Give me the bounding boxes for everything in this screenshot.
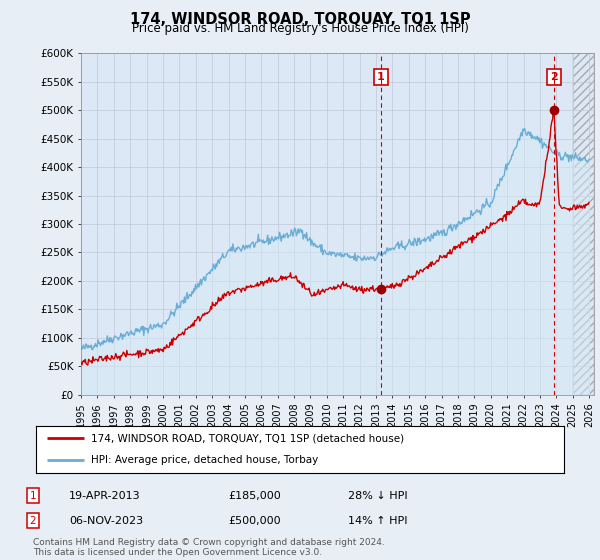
Text: 1: 1 <box>377 72 385 82</box>
Text: 1: 1 <box>29 491 37 501</box>
Text: 14% ↑ HPI: 14% ↑ HPI <box>348 516 407 526</box>
Text: 2: 2 <box>550 72 558 82</box>
Text: 174, WINDSOR ROAD, TORQUAY, TQ1 1SP (detached house): 174, WINDSOR ROAD, TORQUAY, TQ1 1SP (det… <box>91 433 404 444</box>
Text: 19-APR-2013: 19-APR-2013 <box>69 491 140 501</box>
Text: £185,000: £185,000 <box>228 491 281 501</box>
Text: HPI: Average price, detached house, Torbay: HPI: Average price, detached house, Torb… <box>91 455 319 465</box>
Text: 06-NOV-2023: 06-NOV-2023 <box>69 516 143 526</box>
Text: Price paid vs. HM Land Registry's House Price Index (HPI): Price paid vs. HM Land Registry's House … <box>131 22 469 35</box>
Text: 174, WINDSOR ROAD, TORQUAY, TQ1 1SP: 174, WINDSOR ROAD, TORQUAY, TQ1 1SP <box>130 12 470 27</box>
Text: 28% ↓ HPI: 28% ↓ HPI <box>348 491 407 501</box>
Text: Contains HM Land Registry data © Crown copyright and database right 2024.
This d: Contains HM Land Registry data © Crown c… <box>33 538 385 557</box>
Text: 2: 2 <box>29 516 37 526</box>
Text: £500,000: £500,000 <box>228 516 281 526</box>
